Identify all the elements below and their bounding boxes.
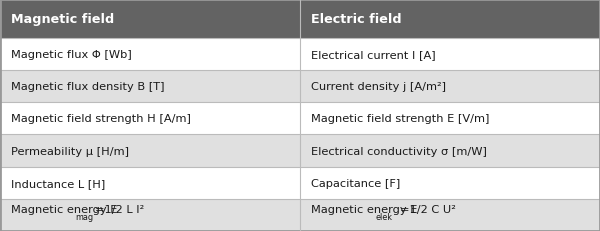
Text: Electrical current I [A]: Electrical current I [A] [311,50,436,60]
Bar [0,39,300,71]
Text: Permeability μ [H/m]: Permeability μ [H/m] [11,146,129,156]
Bar [0,167,300,199]
Bar [300,199,600,231]
Bar [300,0,600,39]
Bar [0,0,300,39]
Bar [0,71,300,103]
Text: mag: mag [76,212,94,221]
Text: Current density j [A/m²]: Current density j [A/m²] [311,82,446,92]
Text: Electric field: Electric field [311,13,401,26]
Text: Magnetic field: Magnetic field [11,13,114,26]
Text: Electrical conductivity σ [m/W]: Electrical conductivity σ [m/W] [311,146,487,156]
Bar [300,135,600,167]
Bar [300,103,600,135]
Text: Magnetic flux density B [T]: Magnetic flux density B [T] [11,82,164,92]
Bar [0,135,300,167]
Text: Magnetic energy E: Magnetic energy E [11,204,117,214]
Text: Inductance L [H]: Inductance L [H] [11,178,105,188]
Text: Magnetic field strength E [V/m]: Magnetic field strength E [V/m] [311,114,489,124]
Text: =1/2 L I²: =1/2 L I² [95,204,144,214]
Text: Capacitance [F]: Capacitance [F] [311,178,400,188]
Bar [0,103,300,135]
Bar [0,199,300,231]
Text: =1/2 C U²: =1/2 C U² [400,204,455,214]
Text: Magnetic energy E: Magnetic energy E [311,204,417,214]
Text: elek: elek [376,212,392,221]
Text: Magnetic field strength H [A/m]: Magnetic field strength H [A/m] [11,114,191,124]
Bar [300,71,600,103]
Bar [300,39,600,71]
Text: Magnetic flux Φ [Wb]: Magnetic flux Φ [Wb] [11,50,131,60]
Bar [300,167,600,199]
